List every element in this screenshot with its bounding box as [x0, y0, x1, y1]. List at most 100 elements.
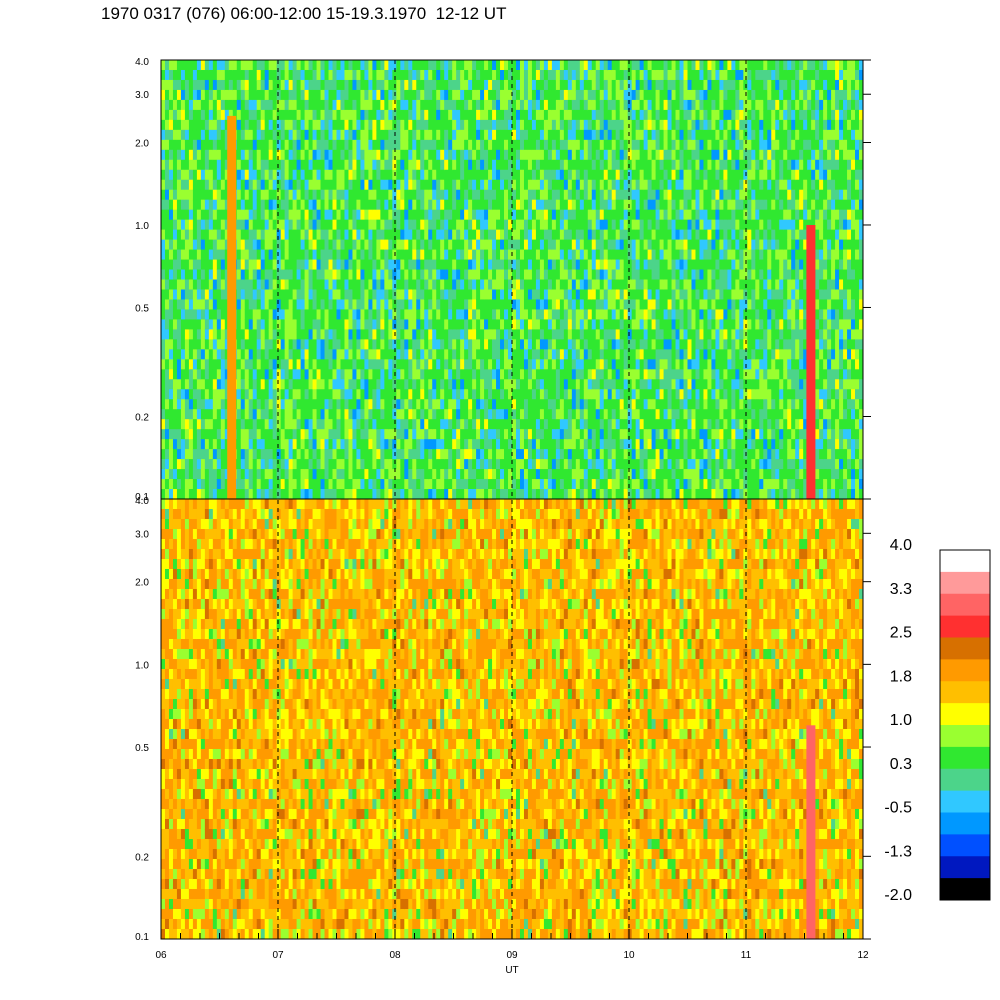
- heatmap-cell: [268, 429, 274, 440]
- heatmap-cell: [224, 269, 230, 281]
- heatmap-cell: [312, 389, 318, 400]
- heatmap-cell: [436, 269, 441, 281]
- heatmap-cell: [484, 60, 489, 71]
- heatmap-cell: [460, 369, 465, 380]
- heatmap-cell: [508, 419, 513, 430]
- heatmap-cell: [583, 229, 589, 241]
- heatmap-cell: [547, 169, 553, 181]
- heatmap-cell: [484, 269, 489, 281]
- heatmap-cell: [340, 489, 346, 499]
- heatmap-cell: [412, 69, 417, 81]
- heatmap-cell: [551, 319, 557, 330]
- heatmap-cell: [284, 69, 290, 81]
- heatmap-cell: [384, 479, 389, 490]
- heatmap-cell: [539, 429, 545, 440]
- heatmap-cell: [527, 99, 533, 111]
- heatmap-cell: [164, 239, 170, 251]
- heatmap-cell: [296, 329, 302, 340]
- heatmap-cell: [292, 319, 298, 330]
- heatmap-cell: [504, 109, 509, 121]
- heatmap-cell: [484, 289, 489, 301]
- heatmap-cell: [328, 419, 334, 430]
- heatmap-cell: [356, 199, 362, 211]
- heatmap-cell: [240, 149, 246, 161]
- heatmap-cell: [508, 289, 513, 301]
- heatmap-cell: [492, 99, 497, 111]
- heatmap-cell: [272, 119, 278, 131]
- heatmap-cell: [575, 419, 581, 430]
- heatmap-cell: [364, 309, 370, 321]
- heatmap-cell: [380, 69, 385, 81]
- heatmap-cell: [539, 189, 545, 201]
- heatmap-cell: [161, 249, 166, 261]
- heatmap-cell: [444, 269, 449, 281]
- heatmap-cell: [400, 89, 405, 101]
- heatmap-cell: [296, 169, 302, 181]
- heatmap-cell: [515, 479, 521, 490]
- heatmap-cell: [376, 159, 381, 171]
- heatmap-cell: [508, 119, 513, 131]
- heatmap-cell: [184, 299, 190, 311]
- heatmap-cell: [579, 119, 585, 131]
- heatmap-cell: [543, 129, 549, 141]
- heatmap-cell: [468, 259, 473, 271]
- heatmap-cell: [547, 199, 553, 211]
- heatmap-cell: [571, 99, 577, 111]
- heatmap-cell: [531, 139, 537, 151]
- heatmap-cell: [280, 129, 286, 141]
- heatmap-cell: [360, 199, 366, 211]
- heatmap-cell: [168, 179, 174, 191]
- heatmap-cell: [344, 489, 350, 499]
- heatmap-cell: [515, 139, 521, 151]
- heatmap-cell: [460, 289, 465, 301]
- heatmap-cell: [340, 199, 346, 211]
- heatmap-cell: [348, 279, 354, 291]
- heatmap-cell: [372, 489, 377, 499]
- heatmap-cell: [344, 219, 350, 231]
- heatmap-cell: [196, 329, 202, 340]
- heatmap-cell: [496, 389, 501, 400]
- heatmap-cell: [372, 99, 377, 111]
- heatmap-cell: [244, 329, 250, 340]
- heatmap-cell: [480, 89, 485, 101]
- heatmap-cell: [204, 339, 210, 350]
- heatmap-cell: [535, 479, 541, 490]
- heatmap-cell: [284, 79, 290, 91]
- heatmap-cell: [204, 189, 210, 201]
- heatmap-cell: [603, 299, 609, 311]
- heatmap-cell: [192, 149, 198, 161]
- heatmap-cell: [312, 109, 318, 121]
- heatmap-cell: [460, 99, 465, 111]
- heatmap-cell: [196, 269, 202, 281]
- heatmap-cell: [448, 179, 453, 191]
- heatmap-cell: [472, 379, 477, 390]
- heatmap-cell: [280, 189, 286, 201]
- heatmap-cell: [587, 439, 593, 450]
- heatmap-cell: [535, 339, 541, 350]
- heatmap-cell: [408, 99, 413, 111]
- heatmap-cell: [512, 449, 517, 460]
- heatmap-cell: [316, 129, 322, 141]
- heatmap-cell: [244, 449, 250, 460]
- heatmap-cell: [288, 469, 294, 480]
- heatmap-cell: [161, 69, 166, 81]
- heatmap-cell: [519, 349, 525, 360]
- heatmap-cell: [452, 229, 457, 241]
- heatmap-cell: [176, 349, 182, 360]
- heatmap-cell: [444, 139, 449, 151]
- heatmap-cell: [192, 229, 198, 241]
- heatmap-cell: [380, 339, 385, 350]
- heatmap-cell: [176, 429, 182, 440]
- heatmap-cell: [188, 169, 194, 181]
- heatmap-cell: [492, 149, 497, 161]
- heatmap-cell: [460, 439, 465, 450]
- heatmap-cell: [180, 379, 186, 390]
- heatmap-cell: [551, 189, 557, 201]
- heatmap-cell: [168, 389, 174, 400]
- heatmap-cell: [444, 69, 449, 81]
- heatmap-cell: [308, 179, 314, 191]
- heatmap-cell: [168, 139, 174, 151]
- heatmap-cell: [523, 69, 529, 81]
- heatmap-cell: [308, 219, 314, 231]
- heatmap-cell: [523, 179, 529, 191]
